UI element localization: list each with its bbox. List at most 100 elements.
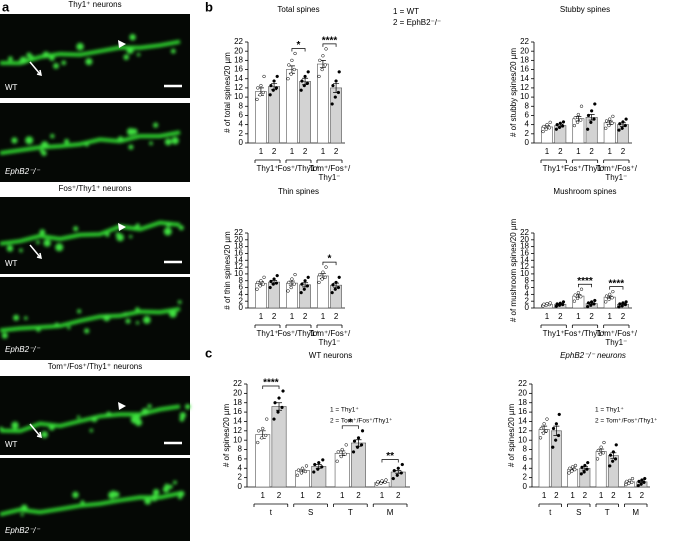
y-tick-label: 6 [525, 111, 530, 120]
spine [128, 144, 134, 150]
dendrite-shaft [0, 491, 181, 517]
data-point [287, 280, 291, 285]
data-point [320, 465, 324, 469]
genotype-label: EphB2⁻/⁻ [5, 345, 40, 354]
group-label: Thy1⁻ [605, 173, 627, 182]
y-tick-label: 12 [520, 262, 529, 271]
spine [178, 225, 184, 231]
data-point [556, 433, 561, 438]
spine [21, 504, 28, 512]
data-point [610, 296, 614, 300]
data-point [352, 439, 357, 443]
data-point [271, 282, 275, 286]
spine [149, 141, 153, 146]
data-point [613, 457, 618, 461]
spine [40, 141, 49, 149]
y-tick-label: 4 [525, 120, 530, 129]
data-point [617, 128, 621, 132]
spine [67, 326, 71, 330]
y-tick-label: 18 [518, 398, 527, 407]
data-point [331, 83, 335, 88]
spine [49, 55, 55, 61]
spine [24, 316, 28, 320]
spine [105, 232, 110, 237]
data-point [290, 277, 294, 281]
data-point [637, 479, 641, 484]
data-point [627, 478, 632, 483]
data-point [542, 302, 546, 306]
spine [168, 484, 173, 489]
data-point [555, 302, 559, 306]
spine [29, 54, 34, 60]
x-tick-label: 2 [334, 312, 339, 321]
spine [153, 122, 159, 128]
data-point [316, 467, 320, 471]
spine [125, 318, 131, 324]
data-point [558, 121, 562, 125]
data-point [264, 433, 268, 438]
data-point [570, 465, 575, 469]
data-point [643, 476, 647, 481]
spine [173, 480, 177, 485]
group-label: Thy1⁺ [256, 164, 278, 173]
data-point [570, 469, 574, 473]
spine [25, 136, 34, 145]
x-tick-label: 2 [589, 312, 594, 321]
y-tick-label: 12 [233, 426, 242, 435]
data-point [604, 126, 608, 130]
spine [41, 431, 48, 439]
legend-text: 1 = Thy1⁺ [595, 407, 624, 414]
data-point [551, 445, 555, 449]
x-tick-label: 1 [627, 491, 632, 500]
data-point [321, 54, 325, 58]
dendrite [0, 220, 184, 253]
data-point [335, 459, 339, 463]
data-point [541, 129, 545, 134]
data-point [313, 462, 317, 467]
data-point [269, 279, 273, 284]
chart-title: Mushroom spines [553, 187, 616, 196]
significance-label: **** [577, 276, 593, 287]
x-tick-label: 2 [277, 491, 282, 500]
data-point [300, 79, 304, 83]
dendrite-shaft [0, 307, 181, 333]
x-tick-label: 2 [554, 491, 559, 500]
spine [20, 513, 24, 517]
data-point [256, 440, 260, 445]
spine [36, 327, 41, 332]
x-tick-label: 2 [621, 312, 626, 321]
x-tick-label: 1 [570, 491, 575, 500]
panel-label: a [2, 0, 10, 14]
data-point [351, 450, 356, 454]
y-tick-label: 0 [238, 482, 243, 491]
data-point [292, 67, 296, 72]
genotype-label: WT [5, 440, 18, 449]
x-tick-label: 2 [558, 312, 563, 321]
data-point [391, 476, 395, 481]
y-tick-label: 14 [520, 255, 529, 264]
x-tick-label: 1 [340, 491, 345, 500]
spine [48, 424, 55, 431]
x-tick-label: 2 [272, 312, 277, 321]
x-tick-label: 1 [260, 491, 265, 500]
data-point [330, 291, 334, 295]
spine [164, 138, 172, 146]
data-point [274, 281, 279, 285]
data-point [261, 426, 265, 431]
group-label: Thy1⁺ [256, 329, 278, 338]
image-title: Thy1⁺ neurons [68, 0, 121, 9]
data-point [538, 436, 543, 440]
data-point [300, 466, 305, 470]
y-axis-label: # of thin spines/20 µm [223, 231, 232, 310]
group-label: T [348, 508, 353, 517]
y-tick-label: 2 [239, 296, 244, 305]
data-point [572, 299, 577, 303]
data-point [257, 429, 261, 433]
significance-label: ** [386, 451, 394, 462]
data-point [287, 63, 291, 67]
group-label: M [632, 508, 639, 517]
spine [123, 312, 128, 316]
data-point [380, 479, 384, 483]
data-point [275, 273, 279, 278]
data-point [268, 93, 272, 97]
